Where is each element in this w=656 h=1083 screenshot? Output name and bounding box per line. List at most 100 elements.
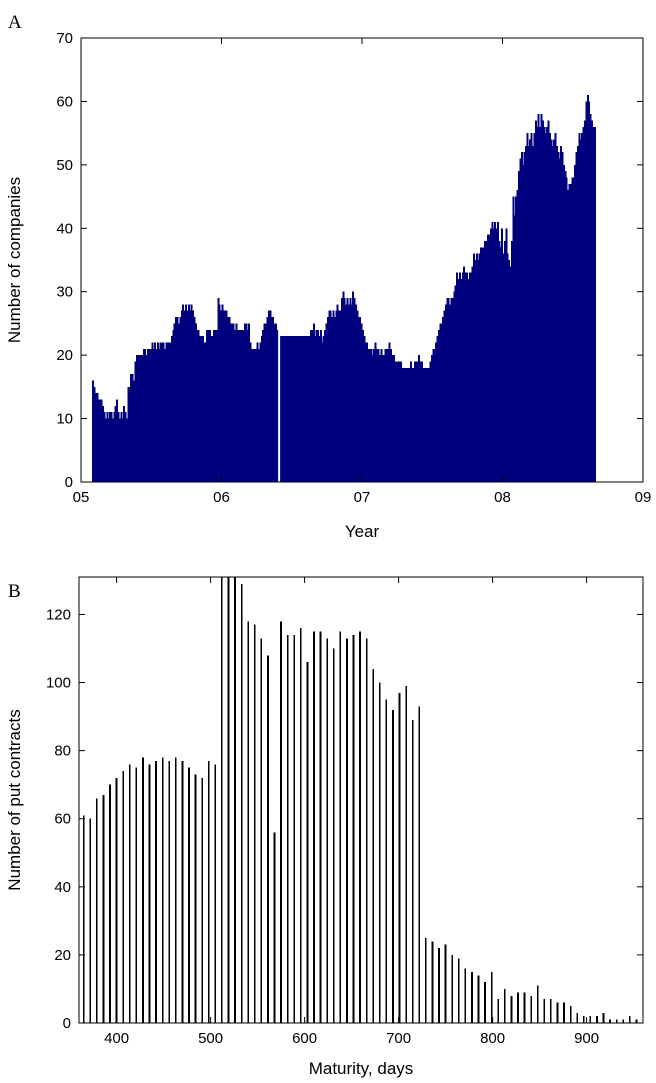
bar [560,145,563,482]
bar [464,272,467,482]
bar [235,323,238,482]
bar [453,291,456,482]
bar [548,133,551,482]
bar [451,954,454,1023]
bar [526,133,529,482]
bar [181,760,184,1023]
bar [392,709,394,1023]
bar [177,323,180,482]
bar [432,348,435,482]
bar [236,329,239,482]
bar [234,329,237,482]
bar [156,342,159,482]
bar [558,158,561,482]
bar [512,196,515,482]
bar [200,336,203,482]
bar [394,361,397,482]
bar [187,304,190,482]
bar [207,760,210,1023]
bar [315,329,318,482]
bar [492,228,495,482]
bar [100,399,103,482]
bar [121,418,124,482]
bar [438,948,440,1023]
x-tick-label: 05 [73,489,90,506]
bar [113,412,116,482]
bar [319,631,322,1023]
bar [93,386,96,482]
bar [505,228,508,482]
bar [578,133,581,482]
bar [591,120,594,482]
bar [326,638,329,1023]
bar [234,577,236,1023]
y-tick-label: 20 [56,347,73,364]
bar [615,1019,618,1023]
bar [241,329,244,482]
x-tick-label: 08 [494,489,511,506]
bar [135,355,138,482]
bar [477,975,480,1023]
bar [357,317,360,482]
bar [310,329,313,482]
bar [299,628,302,1023]
bar [272,317,275,482]
bar [346,298,349,482]
bar [487,234,490,482]
x-tick-label: 600 [292,1030,317,1047]
bar [306,662,309,1023]
bar [537,114,540,482]
bar [225,310,228,482]
bar [117,412,120,482]
bar [356,310,359,482]
bar [540,114,543,482]
bar [266,317,269,482]
bar [415,361,418,482]
bar [350,304,353,482]
bar [120,412,123,482]
bar [464,968,467,1023]
bar [582,126,585,482]
bar [423,367,426,482]
bar [163,348,166,482]
bar [387,348,390,482]
bar [502,253,505,482]
bar [214,764,217,1023]
bar [463,266,466,482]
bar [247,621,250,1023]
bar [562,164,565,482]
bar [536,126,539,482]
bar [293,336,296,482]
bar [298,336,301,482]
bar [340,298,343,482]
bar [218,304,221,482]
bar [411,719,414,1023]
x-tick-label: 07 [354,489,371,506]
bar [509,266,512,482]
y-tick-label: 120 [46,606,71,623]
bar [362,329,365,482]
bar [221,304,224,482]
bar [346,638,348,1023]
bar [635,1019,638,1023]
bar [508,260,511,482]
bar [319,329,322,482]
bar [89,818,92,1023]
bar [248,323,251,482]
bar [291,336,294,482]
bar [480,247,483,482]
bar [102,794,105,1023]
bar [155,348,158,482]
bar [465,272,468,482]
bar [391,355,394,482]
bar [583,120,586,482]
bar [488,234,491,482]
bar [569,183,572,482]
bar [385,699,388,1023]
bar [516,190,519,482]
bar [111,418,114,482]
bar [513,215,516,482]
bar [214,329,217,482]
bar [467,279,470,482]
bar [240,583,243,1023]
